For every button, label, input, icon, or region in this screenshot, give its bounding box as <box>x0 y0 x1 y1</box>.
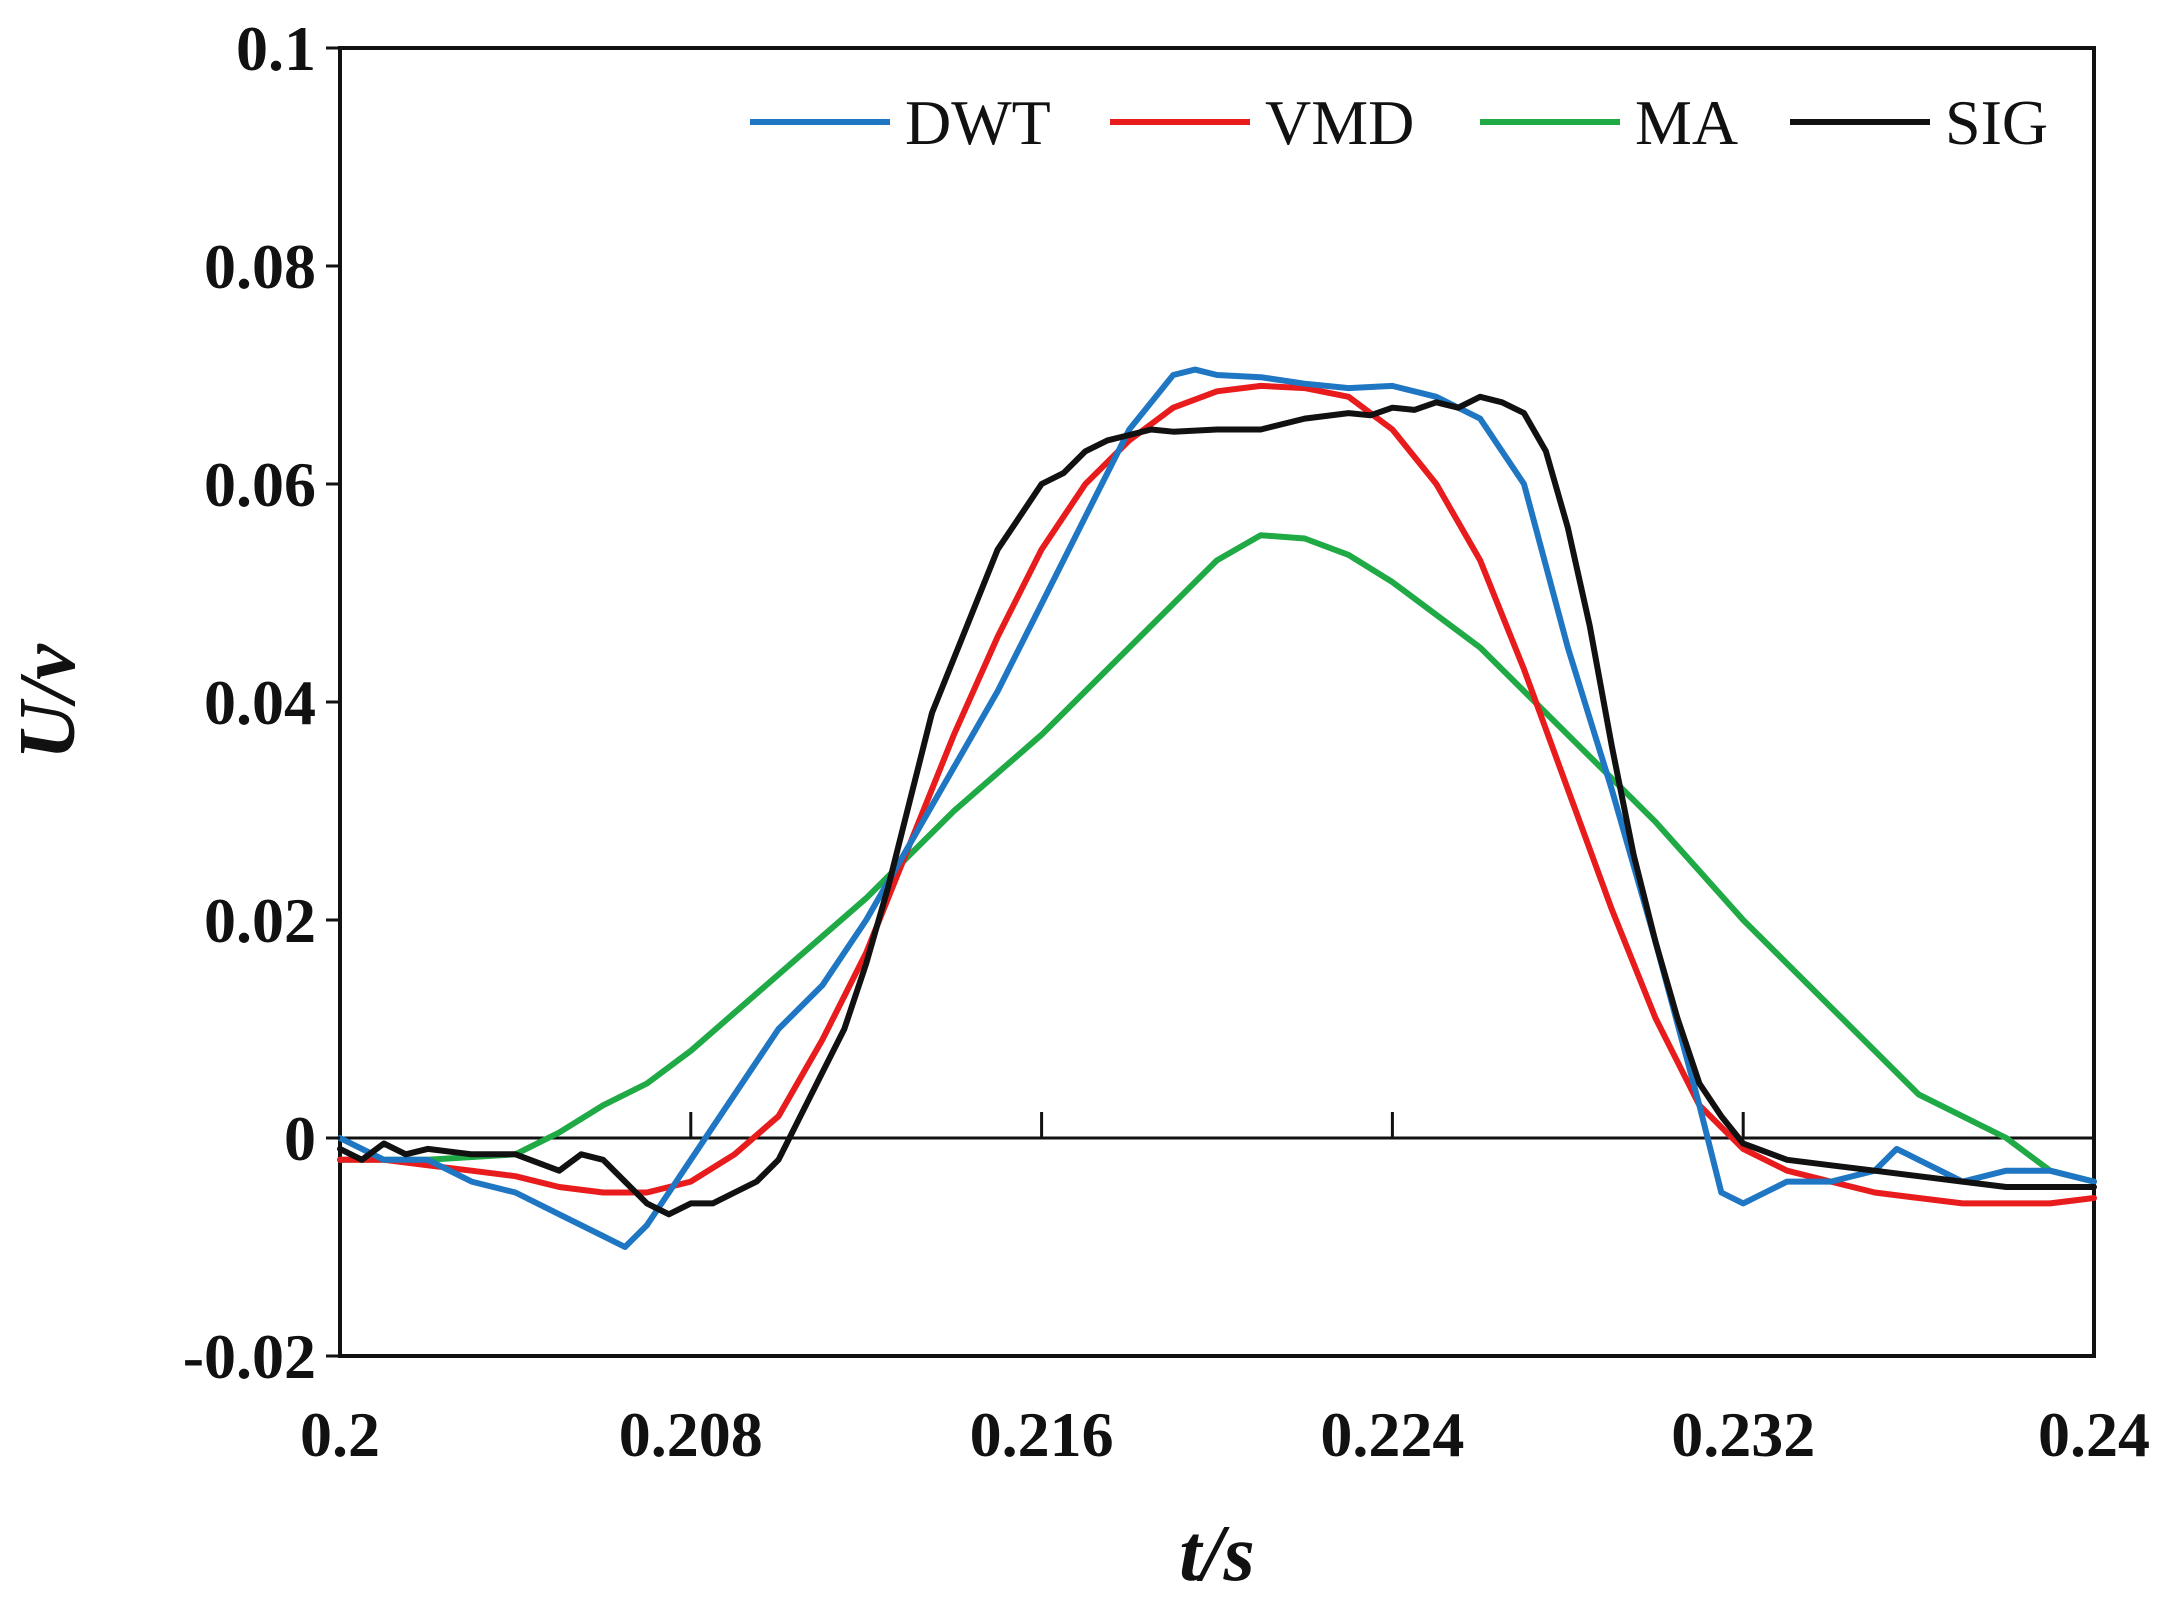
legend-label-ma: MA <box>1635 87 1738 158</box>
y-tick-label: 0.06 <box>204 449 316 520</box>
series-layer <box>337 366 2097 1250</box>
x-tick-label: 0.216 <box>970 1399 1114 1470</box>
x-axis-title: t/s <box>1179 1510 1255 1598</box>
x-tick-label: 0.24 <box>2038 1399 2150 1470</box>
y-tick-label: -0.02 <box>183 1321 316 1392</box>
y-tick-label: 0 <box>284 1103 316 1174</box>
y-tick-label: 0.1 <box>236 13 316 84</box>
series-line-sig <box>337 393 2097 1218</box>
x-tick-label: 0.224 <box>1320 1399 1464 1470</box>
y-axis-title: U/v <box>4 643 92 760</box>
y-tick-label: 0.08 <box>204 231 316 302</box>
x-tick-label: 0.208 <box>619 1399 763 1470</box>
legend-label-sig: SIG <box>1945 87 2048 158</box>
y-tick-label: 0.02 <box>204 885 316 956</box>
series-line-ma <box>337 532 2097 1185</box>
legend-label-dwt: DWT <box>905 87 1051 158</box>
zero-line-layer <box>340 1112 2094 1140</box>
x-tick-label: 0.232 <box>1671 1399 1815 1470</box>
series-line-dwt <box>337 366 2097 1250</box>
legend-label-vmd: VMD <box>1265 87 1414 158</box>
y-tick-label: 0.04 <box>204 667 316 738</box>
x-tick-label: 0.2 <box>300 1399 380 1470</box>
tick-layer: -0.02 0 0.02 0.04 0.06 0.08 0.1 0.2 0.208 0.216 0.… <box>183 13 2150 1470</box>
legend: DWT VMD MA SIG <box>750 87 2048 158</box>
